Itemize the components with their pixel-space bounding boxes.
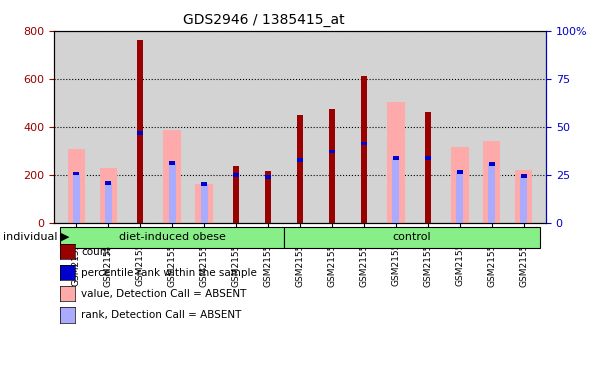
Bar bbox=[68, 149, 85, 223]
Bar bbox=[361, 76, 367, 223]
Text: diet-induced obese: diet-induced obese bbox=[119, 232, 226, 242]
Bar bbox=[387, 101, 404, 223]
Bar bbox=[329, 149, 335, 153]
Bar bbox=[200, 184, 208, 223]
Bar bbox=[329, 109, 335, 223]
Text: value, Detection Call = ABSENT: value, Detection Call = ABSENT bbox=[81, 289, 247, 299]
Bar bbox=[392, 159, 400, 223]
Bar bbox=[284, 227, 539, 248]
Bar bbox=[73, 172, 79, 175]
Bar bbox=[520, 176, 527, 223]
Bar bbox=[105, 183, 112, 223]
Bar bbox=[265, 171, 271, 223]
Bar bbox=[456, 172, 463, 223]
Bar bbox=[451, 147, 469, 223]
Bar bbox=[457, 170, 463, 174]
Bar bbox=[163, 130, 181, 223]
Bar bbox=[265, 175, 271, 179]
Text: rank, Detection Call = ABSENT: rank, Detection Call = ABSENT bbox=[81, 310, 241, 320]
Bar bbox=[489, 162, 494, 166]
Text: GDS2946 / 1385415_at: GDS2946 / 1385415_at bbox=[183, 13, 345, 27]
Text: percentile rank within the sample: percentile rank within the sample bbox=[81, 268, 257, 278]
Bar bbox=[361, 142, 367, 146]
Bar bbox=[297, 115, 303, 223]
Bar bbox=[233, 166, 239, 223]
Text: control: control bbox=[392, 232, 431, 242]
Bar bbox=[297, 158, 303, 162]
Bar bbox=[521, 174, 527, 178]
Bar bbox=[488, 164, 495, 223]
Bar bbox=[483, 141, 500, 223]
Bar bbox=[425, 156, 431, 160]
Text: count: count bbox=[81, 247, 110, 257]
Bar bbox=[196, 184, 213, 223]
Bar bbox=[169, 163, 176, 223]
Bar bbox=[137, 131, 143, 135]
Bar bbox=[106, 181, 111, 185]
Text: individual ▶: individual ▶ bbox=[3, 232, 70, 242]
Bar bbox=[393, 157, 399, 161]
Bar bbox=[233, 173, 239, 177]
Bar bbox=[169, 161, 175, 165]
Bar bbox=[515, 170, 532, 223]
Bar bbox=[137, 40, 143, 223]
Bar bbox=[61, 227, 284, 248]
Bar bbox=[100, 168, 117, 223]
Bar bbox=[425, 113, 431, 223]
Bar bbox=[201, 182, 207, 185]
Bar bbox=[73, 174, 80, 223]
